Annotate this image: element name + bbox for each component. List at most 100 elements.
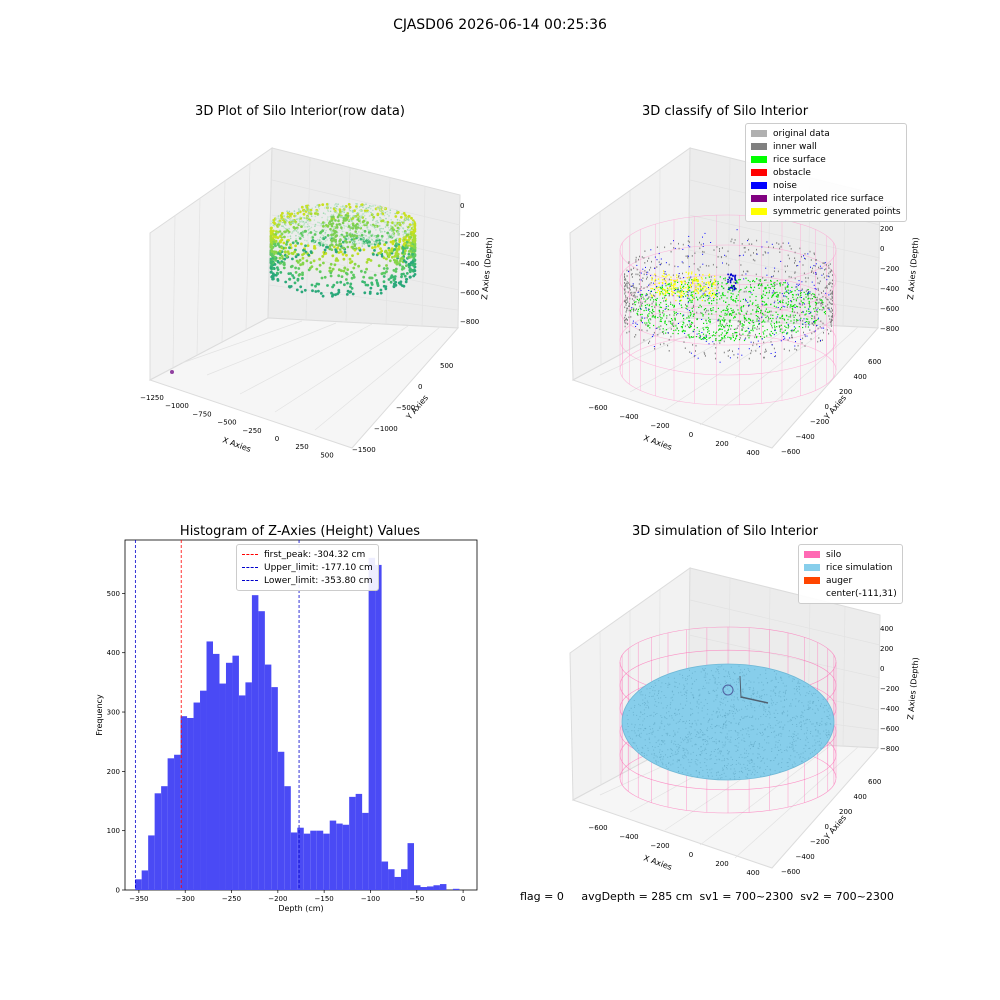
x-tick-label: −200 <box>650 422 669 430</box>
y-tick-label: 600 <box>868 778 881 786</box>
z-tick-label: −400 <box>460 260 479 268</box>
raw-3d-plot: −1250−1000−750−500−25002505005000−500−10… <box>140 147 494 459</box>
z-tick-label: −800 <box>880 325 899 333</box>
histogram-x-tick-label: −100 <box>361 895 380 903</box>
y-tick-label: −400 <box>796 433 815 441</box>
histogram-vlines <box>134 540 300 890</box>
y-tick-label: 0 <box>825 823 829 831</box>
histogram-bar <box>426 886 434 890</box>
histogram-ylabel: Frequency <box>95 694 104 736</box>
legend-entry: first_peak: -304.32 cm <box>242 548 373 561</box>
legend-label: center(-111,31) <box>826 588 897 599</box>
histogram-bar <box>368 557 376 890</box>
z-tick-label: 200 <box>880 225 893 233</box>
simulation-legend: silo rice simulation auger center(-111,31) <box>798 544 903 604</box>
histogram-bar <box>180 716 188 890</box>
x-tick-label: 400 <box>746 869 759 877</box>
legend-entry: obstacle <box>751 166 901 179</box>
z-tick-label: 200 <box>880 645 893 653</box>
histogram-x-tick-label: −150 <box>315 895 334 903</box>
histogram-bars <box>135 557 460 890</box>
z-tick-label: 0 <box>460 202 464 210</box>
simulation-rice-surface <box>621 663 835 781</box>
x-tick-label: 200 <box>715 440 728 448</box>
histogram-bar <box>206 641 213 890</box>
histogram-bar <box>439 884 447 890</box>
z-tick-label: −600 <box>880 725 899 733</box>
y-tick-label: 400 <box>854 793 867 801</box>
histogram-x-tick-label: −250 <box>222 895 241 903</box>
figure-title: CJASD06 2026-06-14 00:25:36 <box>393 17 607 33</box>
histogram-xlabel: Depth (cm) <box>278 904 323 913</box>
y-tick-label: −500 <box>396 404 415 412</box>
legend-entry: interpolated rice surface <box>751 192 901 205</box>
legend-entry: Lower_limit: -353.80 cm <box>242 574 373 587</box>
z-tick-label: −600 <box>460 289 479 297</box>
histogram-bar <box>290 832 298 890</box>
legend-swatch <box>751 195 767 202</box>
x-tick-label: 0 <box>689 431 693 439</box>
histogram-x-ticks: −350 −300 −250 −200 −150 −100 −50 0 <box>129 890 465 903</box>
histogram-chart: −350 −300 −250 −200 −150 −100 −50 0 0 100 200 300 4… <box>95 539 478 913</box>
legend-label: symmetric generated points <box>773 206 901 217</box>
histogram-bar <box>232 655 239 890</box>
legend-label: original data <box>773 128 830 139</box>
histogram-bar <box>375 564 382 890</box>
histogram-bar <box>213 653 220 890</box>
x-tick-label: −400 <box>619 833 638 841</box>
histogram-bar <box>219 683 226 890</box>
histogram-y-tick-label: 400 <box>107 649 120 657</box>
x-tick-label: −1000 <box>165 402 189 410</box>
legend-label: Lower_limit: -353.80 cm <box>264 575 373 586</box>
y-tick-label: 600 <box>868 358 881 366</box>
histogram-bar <box>323 833 330 890</box>
histogram-bar <box>414 885 421 890</box>
z-tick-label: −400 <box>880 285 899 293</box>
raw-outlier-point <box>170 370 174 374</box>
classify-point-cloud <box>624 229 833 363</box>
x-tick-label: −1250 <box>140 394 164 402</box>
histogram-bar <box>303 833 311 890</box>
histogram-bar <box>161 786 168 890</box>
histogram-bar <box>394 876 402 890</box>
histogram-bar <box>407 843 415 890</box>
histogram-y-tick-label: 500 <box>107 590 120 598</box>
histogram-bar <box>342 824 350 890</box>
simulation-zlabel: Z Axies (Depth) <box>906 657 920 720</box>
histogram-bar <box>349 796 356 890</box>
histogram-x-tick-label: −200 <box>268 895 287 903</box>
x-tick-label: −250 <box>242 427 261 435</box>
y-tick-label: 400 <box>854 373 867 381</box>
histogram-bar <box>362 812 369 890</box>
histogram-bar <box>388 869 395 890</box>
legend-swatch <box>751 156 767 163</box>
histogram-bar <box>258 611 265 890</box>
legend-line-swatch <box>242 567 258 568</box>
histogram-legend: first_peak: -304.32 cm Upper_limit: -177.… <box>236 544 379 591</box>
z-tick-label: 0 <box>880 245 884 253</box>
z-tick-label: −600 <box>880 305 899 313</box>
legend-swatch <box>751 182 767 189</box>
y-tick-label: −400 <box>796 853 815 861</box>
histogram-bar <box>271 687 278 890</box>
simulation-xlabel: X Axies <box>642 853 673 872</box>
y-tick-label: 0 <box>418 383 422 391</box>
histogram-bar <box>148 835 155 890</box>
z-tick-label: −800 <box>460 318 479 326</box>
histogram-bar <box>284 786 291 890</box>
legend-swatch <box>804 564 820 571</box>
legend-label: obstacle <box>773 167 811 178</box>
legend-entry: rice surface <box>751 153 901 166</box>
simulation-plot-title: 3D simulation of Silo Interior <box>632 524 818 539</box>
x-tick-label: 250 <box>295 443 308 451</box>
y-tick-label: 200 <box>839 388 852 396</box>
y-tick-label: −600 <box>781 868 800 876</box>
legend-label: auger <box>826 575 853 586</box>
z-tick-label: 400 <box>880 625 893 633</box>
x-tick-label: −600 <box>588 824 607 832</box>
legend-line-swatch <box>242 554 258 555</box>
simulation-auger <box>722 675 769 704</box>
legend-label: Upper_limit: -177.10 cm <box>264 562 373 573</box>
y-tick-label: 500 <box>440 362 453 370</box>
